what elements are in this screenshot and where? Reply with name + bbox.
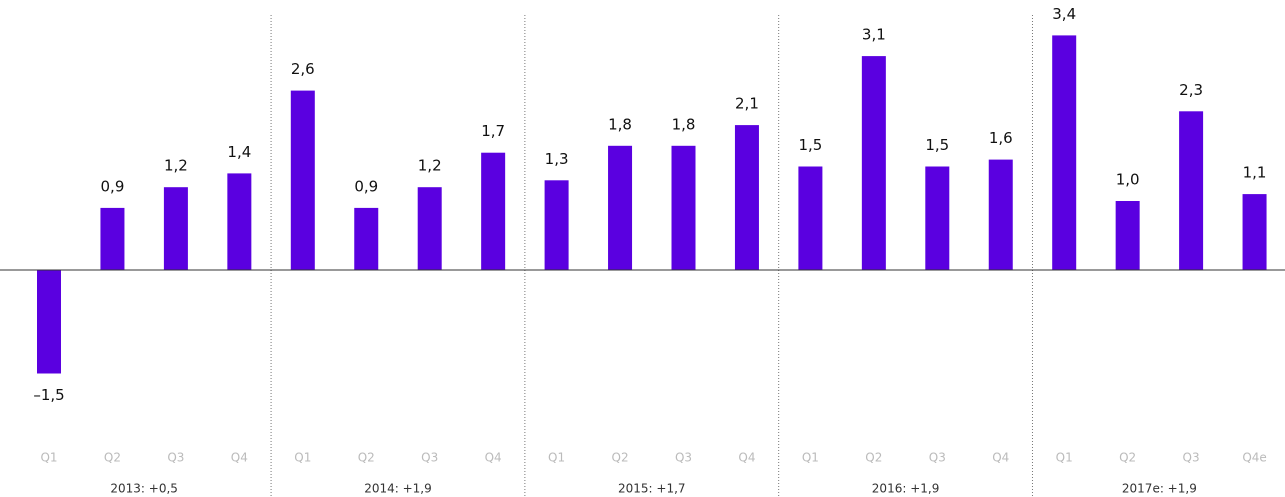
x-tick-label: Q1 — [294, 451, 311, 465]
bar — [37, 270, 61, 374]
bar — [798, 166, 823, 270]
x-tick-label: Q2 — [612, 451, 629, 465]
value-label: 1,5 — [925, 136, 949, 154]
value-label: 1,7 — [481, 122, 505, 140]
year-label: 2016: +1,9 — [872, 482, 940, 496]
x-tick-label: Q4 — [231, 451, 248, 465]
year-label: 2014: +1,9 — [364, 482, 432, 496]
bar — [417, 187, 442, 270]
x-tick-label: Q1 — [1056, 451, 1073, 465]
x-tick-label: Q3 — [1183, 451, 1200, 465]
value-label: 1,8 — [608, 115, 632, 133]
value-label: 1,2 — [164, 157, 188, 175]
x-tick-label: Q4e — [1242, 451, 1266, 465]
x-tick-label: Q3 — [421, 451, 438, 465]
bar — [988, 159, 1013, 270]
value-label: –1,5 — [33, 386, 64, 404]
bar — [354, 207, 379, 270]
x-tick-label: Q4 — [738, 451, 755, 465]
x-tick-label: Q1 — [40, 451, 57, 465]
x-tick-label: Q1 — [802, 451, 819, 465]
value-label: 1,6 — [989, 129, 1013, 147]
bar — [290, 90, 315, 270]
x-tick-label: Q3 — [675, 451, 692, 465]
bar — [861, 56, 886, 270]
value-label: 1,3 — [545, 150, 569, 168]
value-label: 2,6 — [291, 60, 315, 78]
value-label: 3,1 — [862, 26, 886, 44]
value-label: 0,9 — [101, 177, 125, 195]
bar — [671, 145, 696, 270]
value-label: 1,8 — [672, 115, 696, 133]
value-label: 1,5 — [798, 136, 822, 154]
x-tick-label: Q4 — [992, 451, 1009, 465]
bar — [1179, 111, 1204, 270]
year-label: 2013: +0,5 — [110, 482, 178, 496]
bar — [544, 180, 569, 270]
value-label: 1,1 — [1243, 164, 1267, 182]
value-label: 3,4 — [1052, 5, 1076, 23]
x-tick-label: Q2 — [358, 451, 375, 465]
value-label: 2,1 — [735, 95, 759, 113]
value-label: 2,3 — [1179, 81, 1203, 99]
x-tick-label: Q2 — [104, 451, 121, 465]
bar — [163, 187, 188, 270]
value-label: 0,9 — [354, 177, 378, 195]
bar — [100, 207, 125, 270]
bar — [734, 125, 759, 270]
bar — [1115, 201, 1140, 270]
value-label: 1,0 — [1116, 171, 1140, 189]
bar — [1052, 35, 1077, 271]
bar — [925, 166, 950, 270]
x-tick-label: Q3 — [929, 451, 946, 465]
value-label: 1,2 — [418, 157, 442, 175]
bar — [1242, 194, 1267, 270]
bar — [227, 173, 252, 270]
year-label: 2017e: +1,9 — [1122, 482, 1197, 496]
bar — [481, 152, 506, 270]
x-tick-label: Q3 — [167, 451, 184, 465]
bar — [608, 145, 633, 270]
value-label: 1,4 — [227, 143, 251, 161]
x-tick-label: Q2 — [865, 451, 882, 465]
year-label: 2015: +1,7 — [618, 482, 686, 496]
x-tick-label: Q1 — [548, 451, 565, 465]
x-tick-label: Q4 — [485, 451, 502, 465]
x-tick-label: Q2 — [1119, 451, 1136, 465]
